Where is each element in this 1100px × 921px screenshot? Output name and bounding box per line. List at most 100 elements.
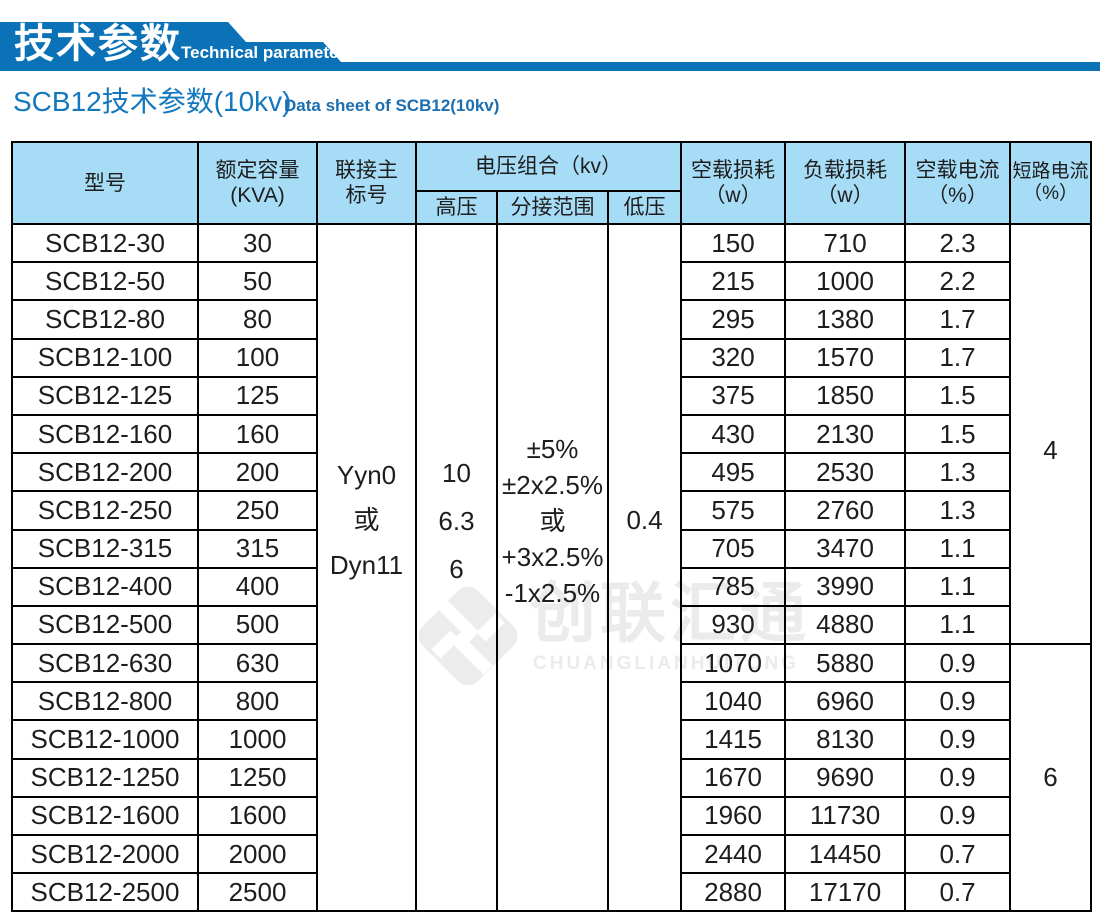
header-vector-group: 联接主 标号 [316, 141, 417, 225]
model-cell: SCB12-125 [11, 375, 199, 416]
load-loss-cell: 1850 [784, 375, 907, 416]
load-loss-cell: 1000 [784, 261, 907, 302]
model-cell: SCB12-250 [11, 490, 199, 531]
short-circuit-cell: 6 [1009, 643, 1093, 913]
no-load-current-cell: 1.1 [904, 604, 1012, 646]
no-load-current-cell: 2.2 [904, 261, 1012, 302]
no-load-loss-cell: 495 [680, 452, 787, 493]
header-lv: 低压 [606, 190, 683, 225]
header-short-circuit-line2: （%） [1023, 183, 1078, 204]
header-short-circuit-line1: 短路电流 [1012, 161, 1089, 182]
table-row: SCB12-2000 2000 2440 14450 0.7 [11, 833, 1091, 875]
table-row: SCB12-315 315 705 3470 1.1 [11, 528, 1091, 569]
model-cell: SCB12-1600 [11, 795, 199, 837]
tap-line2: ±2x2.5% [502, 469, 603, 500]
no-load-loss-cell: 1670 [680, 757, 787, 798]
capacity-cell: 125 [197, 375, 318, 416]
load-loss-cell: 4880 [784, 604, 907, 646]
no-load-loss-cell: 1040 [680, 681, 787, 722]
no-load-loss-cell: 2440 [680, 833, 787, 875]
vector-group-cell: Yyn0 或 Dyn11 [316, 222, 417, 913]
header-hv: 高压 [415, 190, 498, 225]
capacity-cell: 1000 [197, 719, 318, 760]
header-model: 型号 [11, 141, 199, 225]
header-no-load-current: 空载电流 （%） [904, 141, 1012, 225]
header-no-load-loss: 空载损耗 （w） [680, 141, 787, 225]
header-load-loss-line1: 负载损耗 [803, 159, 888, 182]
load-loss-cell: 2130 [784, 413, 907, 455]
header-no-load-loss-line2: （w） [704, 184, 762, 207]
capacity-cell: 630 [197, 643, 318, 684]
table-row: SCB12-200 200 495 2530 1.3 [11, 452, 1091, 493]
page-title: SCB12技术参数(10kv) [13, 86, 292, 117]
no-load-loss-cell: 575 [680, 490, 787, 531]
header-no-load-loss-line1: 空载损耗 [691, 159, 776, 182]
no-load-current-cell: 1.3 [904, 452, 1012, 493]
no-load-loss-cell: 150 [680, 222, 787, 264]
no-load-loss-cell: 295 [680, 299, 787, 340]
hv-cell: 10 6.3 6 [415, 222, 498, 913]
model-cell: SCB12-2000 [11, 833, 199, 875]
parameters-table: 型号 额定容量 (KVA) 联接主 标号 电压组合（kv） 空载损耗 （w） 负… [11, 141, 1093, 913]
model-cell: SCB12-30 [11, 222, 199, 264]
header-capacity-line2: (KVA) [230, 184, 285, 207]
load-loss-cell: 3470 [784, 528, 907, 569]
table-row: SCB12-100 100 320 1570 1.7 [11, 337, 1091, 378]
table-row: SCB12-1600 1600 1960 11730 0.9 [11, 795, 1091, 837]
table-row: SCB12-80 80 295 1380 1.7 [11, 299, 1091, 340]
load-loss-cell: 2530 [784, 452, 907, 493]
no-load-current-cell: 0.7 [904, 833, 1012, 875]
model-cell: SCB12-1000 [11, 719, 199, 760]
load-loss-cell: 6960 [784, 681, 907, 722]
capacity-cell: 250 [197, 490, 318, 531]
header-capacity: 额定容量 (KVA) [197, 141, 318, 225]
header-no-load-current-line1: 空载电流 [915, 159, 1000, 182]
capacity-cell: 315 [197, 528, 318, 569]
header-no-load-current-line2: （%） [927, 184, 988, 207]
no-load-current-cell: 1.7 [904, 299, 1012, 340]
banner-subtitle-en: Technical parameter [181, 43, 346, 62]
no-load-loss-cell: 320 [680, 337, 787, 378]
capacity-cell: 200 [197, 452, 318, 493]
load-loss-cell: 8130 [784, 719, 907, 760]
capacity-cell: 160 [197, 413, 318, 455]
lv-cell: 0.4 [606, 222, 683, 913]
model-cell: SCB12-400 [11, 566, 199, 607]
header-tap-range: 分接范围 [496, 190, 609, 225]
no-load-loss-cell: 1070 [680, 643, 787, 684]
table-row: SCB12-125 125 375 1850 1.5 [11, 375, 1091, 416]
model-cell: SCB12-630 [11, 643, 199, 684]
table-row: SCB12-50 50 215 1000 2.2 [11, 261, 1091, 302]
capacity-cell: 500 [197, 604, 318, 646]
load-loss-cell: 11730 [784, 795, 907, 837]
no-load-loss-cell: 1960 [680, 795, 787, 837]
table-header-row-top: 型号 额定容量 (KVA) 联接主 标号 电压组合（kv） 空载损耗 （w） 负… [11, 141, 1093, 225]
table-row: SCB12-160 160 430 2130 1.5 [11, 413, 1091, 455]
model-cell: SCB12-80 [11, 299, 199, 340]
no-load-current-cell: 1.5 [904, 375, 1012, 416]
header-voltage-combination: 电压组合（kv） [414, 141, 683, 192]
hv-line2: 6.3 [438, 505, 475, 536]
no-load-current-cell: 1.7 [904, 337, 1012, 378]
model-cell: SCB12-100 [11, 337, 199, 378]
load-loss-cell: 9690 [784, 757, 907, 798]
model-cell: SCB12-315 [11, 528, 199, 569]
no-load-current-cell: 1.3 [904, 490, 1012, 531]
no-load-loss-cell: 375 [680, 375, 787, 416]
table-row: SCB12-2500 2500 2880 17170 0.7 [11, 872, 1091, 913]
header-vector-line1: 联接主 [335, 159, 398, 182]
model-cell: SCB12-800 [11, 681, 199, 722]
vector-line1: Yyn0 [336, 460, 397, 491]
no-load-current-cell: 1.1 [904, 528, 1012, 569]
header-load-loss-line2: （w） [816, 184, 874, 207]
no-load-current-cell: 0.9 [904, 795, 1012, 837]
capacity-cell: 2000 [197, 833, 318, 875]
page-subtitle-en: Data sheet of SCB12(10kv) [284, 96, 500, 115]
load-loss-cell: 3990 [784, 566, 907, 607]
header-short-circuit-current: 短路电流 （%） [1009, 141, 1093, 225]
no-load-current-cell: 2.3 [904, 222, 1012, 264]
no-load-loss-cell: 705 [680, 528, 787, 569]
model-cell: SCB12-2500 [11, 872, 199, 913]
load-loss-cell: 710 [784, 222, 907, 264]
tap-line1: ±5% [526, 433, 579, 464]
